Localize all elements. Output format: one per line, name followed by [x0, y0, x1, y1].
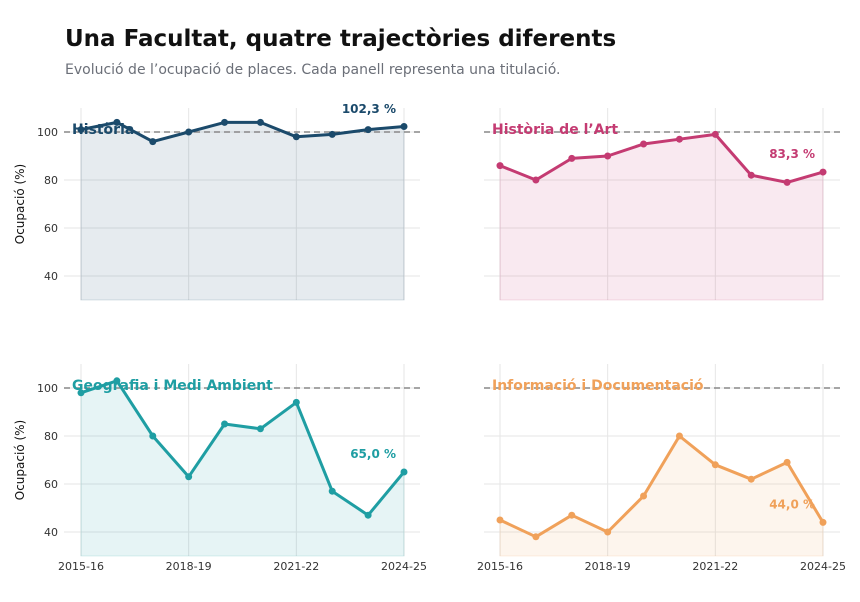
panel-4-point [604, 528, 612, 536]
panel-2-title: Història de l’Art [492, 122, 618, 138]
panel-3-point [77, 389, 85, 397]
panel-1-area [80, 121, 405, 301]
panel-3-x-tick-label: 2018-19 [166, 560, 212, 573]
panel-4-point [783, 458, 791, 466]
panel-4-point [711, 461, 719, 469]
panel-3-point [400, 468, 408, 476]
panel-4-end-label: 44,0 % [769, 497, 815, 511]
panel-4-point [819, 518, 827, 526]
panel-3-y-tick-label: 40 [44, 526, 58, 539]
panel-2-point [640, 140, 648, 148]
panel-3-point [149, 432, 157, 440]
panel-3-title: Geografia i Medi Ambient [72, 378, 273, 394]
panel-1-point [400, 122, 408, 130]
panel-1-point [113, 118, 121, 126]
panel-1-end-label: 102,3 % [342, 102, 396, 116]
panel-1-point [185, 128, 193, 136]
panel-1-y-tick-label: 60 [44, 222, 58, 235]
panel-3-point [328, 487, 336, 495]
panel-3-y-tick-label: 60 [44, 478, 58, 491]
panel-3-y-tick-label: 80 [44, 430, 58, 443]
panel-3-point [185, 473, 193, 481]
panel-3-point [292, 398, 300, 406]
panel-4-series-line [499, 434, 825, 539]
panel-4-x-tick-label: 2018-19 [585, 560, 631, 573]
panel-1-point [256, 118, 264, 126]
panel-1-y-axis-label: Ocupació (%) [13, 164, 27, 244]
panel-2-point [783, 178, 791, 186]
panel-3-y-axis-label: Ocupació (%) [13, 420, 27, 500]
panel-2-point [747, 171, 755, 179]
panel-1-y-tick-label: 100 [37, 126, 58, 139]
panel-4-point [568, 511, 576, 519]
panel-3-point [221, 420, 229, 428]
panel-4-point [496, 516, 504, 524]
panel-2-point [496, 162, 504, 170]
chart-title: Una Facultat, quatre trajectòries difere… [65, 26, 617, 52]
panel-4-title: Informació i Documentació [492, 378, 704, 394]
panel-2-point [568, 154, 576, 162]
panel-3-x-tick-label: 2024-25 [381, 560, 427, 573]
panel-1-point [328, 130, 336, 138]
panel-1-point [364, 126, 372, 134]
panel-3-x-tick-label: 2021-22 [273, 560, 319, 573]
panel-4-point [640, 492, 648, 500]
panel-4-x-tick-label: 2015-16 [477, 560, 523, 573]
panel-2-end-label: 83,3 % [769, 147, 815, 161]
panel-4-point [532, 533, 540, 541]
panel-3-end-label: 65,0 % [350, 447, 396, 461]
panel-4-x-tick-label: 2024-25 [800, 560, 846, 573]
panel-2-point [604, 152, 612, 160]
panel-1-title: Història [72, 122, 134, 138]
panel-2-point [711, 130, 719, 138]
panel-1-point [221, 118, 229, 126]
panel-3-point [256, 425, 264, 433]
panel-4-area [499, 435, 824, 557]
panel-4-point [675, 432, 683, 440]
panel-3-point [113, 377, 121, 385]
panel-2-series-line [499, 132, 824, 184]
panel-4-x-tick-label: 2021-22 [692, 560, 738, 573]
panel-3-x-tick-label: 2015-16 [58, 560, 104, 573]
panel-1-point [77, 126, 85, 134]
panel-4-point [747, 475, 755, 483]
panel-3-point [364, 511, 372, 519]
panel-2-point [532, 176, 540, 184]
panel-2-point [819, 168, 827, 176]
chart-subtitle: Evolució de l’ocupació de places. Cada p… [65, 62, 561, 78]
panel-1-y-tick-label: 40 [44, 270, 58, 283]
panel-1-point [292, 133, 300, 141]
panel-1-y-tick-label: 80 [44, 174, 58, 187]
panel-1-series-line [80, 120, 405, 144]
panel-1-point [149, 138, 157, 146]
panel-2-point [675, 135, 683, 143]
panel-3-y-tick-label: 100 [37, 382, 58, 395]
panel-3-area [80, 380, 405, 557]
panel-3-series-line [80, 379, 406, 517]
